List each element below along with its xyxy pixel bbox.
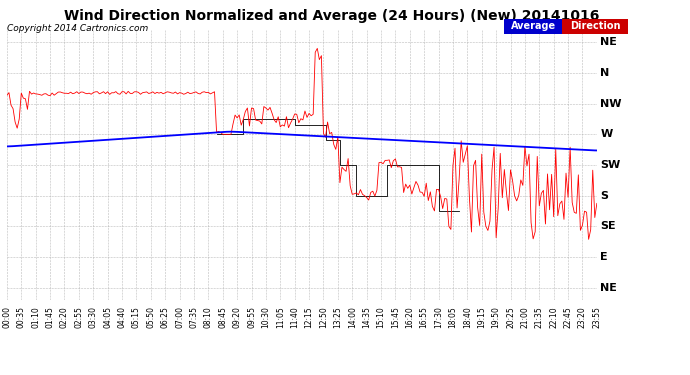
Text: NE: NE <box>600 37 617 47</box>
Text: N: N <box>600 68 609 78</box>
Text: W: W <box>600 129 613 140</box>
Text: S: S <box>600 190 609 201</box>
Text: Average: Average <box>511 21 555 31</box>
Text: Copyright 2014 Cartronics.com: Copyright 2014 Cartronics.com <box>7 24 148 33</box>
Text: NW: NW <box>600 99 622 109</box>
Text: SE: SE <box>600 221 616 231</box>
Text: Direction: Direction <box>570 21 620 31</box>
Text: Wind Direction Normalized and Average (24 Hours) (New) 20141016: Wind Direction Normalized and Average (2… <box>63 9 599 23</box>
Text: NE: NE <box>600 283 617 293</box>
Text: E: E <box>600 252 608 262</box>
Text: SW: SW <box>600 160 620 170</box>
